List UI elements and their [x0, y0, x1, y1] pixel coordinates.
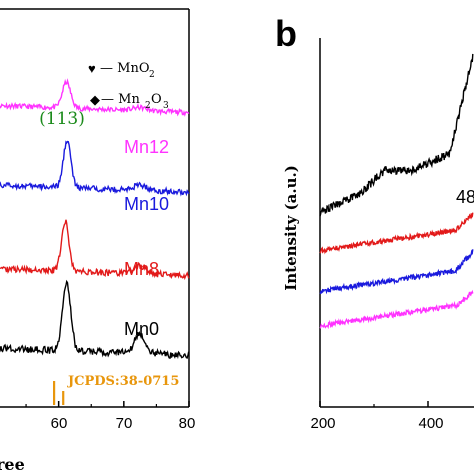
panel-b-series-line [319, 249, 474, 295]
panel-b-series-line [319, 289, 474, 330]
heart-icon: ♥ [88, 61, 96, 76]
panel-a-xtick-label: 80 [179, 415, 196, 432]
reference-label: JCPDS:38-0715 [67, 374, 179, 389]
panel-b-series-line [319, 53, 474, 217]
panel-a-xtick-label: 70 [116, 415, 133, 432]
legend-label-mn2o3-b: O [151, 92, 162, 107]
panel-b-series [319, 53, 474, 330]
series-label-mn12: Mn12 [124, 137, 169, 157]
panel-b-ylabel: Intensity (a.u.) [282, 165, 300, 291]
peak-label-113: (113) [39, 109, 85, 129]
series-line-mn0 [0, 279, 190, 360]
panel-b-ticks [319, 401, 429, 407]
series-line-mn12 [0, 78, 190, 117]
diamond-icon: ◆ [90, 92, 100, 107]
panel-a-series [0, 78, 190, 360]
legend-sub-mn2o3-a: 2 [145, 101, 151, 111]
panel-b: b 200 400 Intensity (a.u.) 48 [275, 13, 474, 432]
panel-b-xtick-label: 400 [418, 415, 443, 432]
panel-a-reference [52, 381, 65, 405]
series-label-mn10: Mn10 [124, 194, 169, 214]
legend: ♥ — MnO 2 ◆ — Mn 2 O 3 [88, 61, 169, 111]
panel-b-series-line [319, 212, 474, 255]
panel-b-xtick-label: 200 [310, 415, 335, 432]
panel-b-annotation: 48 [456, 187, 474, 207]
panel-b-letter: b [275, 13, 297, 54]
series-label-mn0: Mn0 [124, 319, 159, 339]
panel-a-xlabel: ree [0, 455, 25, 474]
panel-a: 60 70 80 ree (113) ♥ — MnO 2 ◆ — Mn 2 O … [0, 8, 196, 474]
series-line-mn10 [0, 140, 190, 197]
panel-a-ticks [25, 401, 190, 407]
legend-label-mn2o3-a: — Mn [101, 92, 140, 107]
legend-label-mno2: — MnO [100, 61, 149, 76]
panel-a-xtick-label: 60 [51, 415, 68, 432]
legend-sub-mno2: 2 [149, 70, 155, 80]
series-line-mn8 [0, 219, 190, 281]
legend-sub-mn2o3-b: 3 [163, 101, 169, 111]
series-label-mn8: Mn8 [124, 259, 159, 279]
